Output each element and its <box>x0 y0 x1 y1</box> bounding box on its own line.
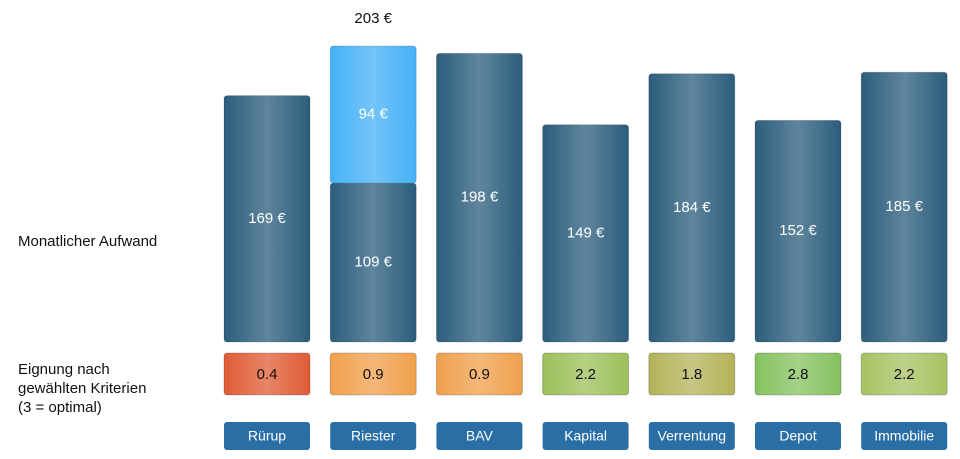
score-label: 0.9 <box>469 366 490 383</box>
score-sheen <box>436 353 523 395</box>
value-label: 184 € <box>673 199 711 216</box>
score-sheen <box>861 353 948 395</box>
category-button[interactable] <box>224 422 310 450</box>
value-label: 169 € <box>248 210 286 227</box>
category-button[interactable] <box>648 422 735 450</box>
row-label: gewählten Kriterien <box>18 380 146 397</box>
category-label[interactable]: Kapital <box>564 428 607 444</box>
score-sheen <box>755 353 841 395</box>
value-label: 152 € <box>779 222 817 239</box>
score-label: 2.8 <box>788 366 809 383</box>
total-label: 203 € <box>354 10 392 27</box>
row-label: Eignung nach <box>18 361 110 378</box>
category-label[interactable]: Rürup <box>248 428 286 444</box>
category-button[interactable] <box>330 422 417 450</box>
value-label: 185 € <box>885 198 923 215</box>
value-label: 94 € <box>359 106 389 123</box>
bar-sheen <box>542 124 629 343</box>
category-label[interactable]: BAV <box>466 428 494 444</box>
value-label: 198 € <box>461 189 499 206</box>
value-label: 149 € <box>567 224 605 241</box>
score-sheen <box>648 353 735 395</box>
row-label: Monatlicher Aufwand <box>18 233 157 250</box>
score-sheen <box>330 353 417 395</box>
category-label[interactable]: Riester <box>351 428 396 444</box>
bar-sheen <box>330 46 417 184</box>
score-label: 0.4 <box>257 366 278 383</box>
bar-sheen <box>755 120 841 342</box>
category-button[interactable] <box>755 422 841 450</box>
score-label: 2.2 <box>575 366 596 383</box>
bar-sheen <box>330 183 417 342</box>
category-button[interactable] <box>861 422 948 450</box>
category-button[interactable] <box>436 422 523 450</box>
row-label: (3 = optimal) <box>18 399 102 416</box>
category-label[interactable]: Depot <box>779 428 816 444</box>
category-button[interactable] <box>542 422 629 450</box>
score-label: 0.9 <box>363 366 384 383</box>
value-label: 109 € <box>354 254 392 271</box>
score-label: 2.2 <box>894 366 915 383</box>
bar-sheen <box>861 72 948 343</box>
category-label[interactable]: Verrentung <box>658 428 727 444</box>
score-sheen <box>224 353 310 395</box>
bar-sheen <box>224 95 310 343</box>
bar-sheen <box>436 53 523 342</box>
score-sheen <box>542 353 629 395</box>
bar-sheen <box>648 73 735 342</box>
score-label: 1.8 <box>681 366 702 383</box>
category-label[interactable]: Immobilie <box>874 428 934 444</box>
